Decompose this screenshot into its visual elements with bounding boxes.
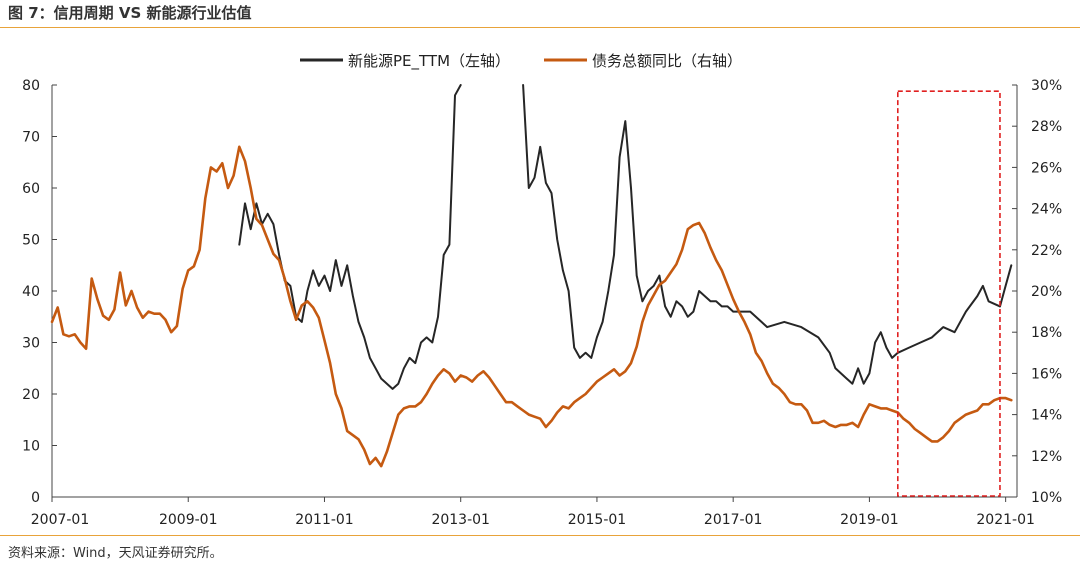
left-axis-tick-label: 50 (22, 233, 40, 249)
highlight-box (896, 90, 1001, 497)
right-axis-tick-label: 14% (1031, 408, 1062, 424)
x-axis-tick-label: 2021-01 (976, 512, 1035, 528)
right-axis-tick-label: 20% (1031, 284, 1062, 300)
series-line-pe-ttm-1 (522, 84, 1013, 385)
left-axis-tick-label: 10 (22, 439, 40, 455)
series-line-pe-ttm-0 (238, 84, 462, 390)
legend-label-debt: 债务总额同比（右轴） (592, 52, 742, 70)
right-axis-tick-label: 24% (1031, 202, 1062, 218)
x-axis-tick-label: 2019-01 (840, 512, 899, 528)
left-axis-tick-label: 70 (22, 130, 40, 146)
chart: 新能源PE_TTM（左轴） 债务总额同比（右轴） 0 10 20 30 40 50 60 70… (22, 52, 1062, 528)
left-axis-tick-label: 0 (31, 490, 40, 506)
left-axis-tick-label: 20 (22, 387, 40, 403)
x-axis-tick-label: 2007-01 (31, 512, 90, 528)
right-axis-tick-label: 28% (1031, 119, 1062, 135)
plot-area (50, 84, 1013, 497)
right-axis-tick-label: 12% (1031, 449, 1062, 465)
right-axis-tick-label: 26% (1031, 160, 1062, 176)
right-axis-tick-label: 30% (1031, 78, 1062, 94)
x-axis-tick-label: 2011-01 (295, 512, 354, 528)
right-axis-tick-label: 10% (1031, 490, 1062, 506)
legend-label-pe: 新能源PE_TTM（左轴） (348, 52, 510, 71)
left-axis-tick-label: 80 (22, 78, 40, 94)
header-rule (0, 27, 1080, 28)
x-axis-tick-label: 2017-01 (704, 512, 763, 528)
source-note: 资料来源：Wind，天风证券研究所。 (8, 546, 223, 561)
left-axis-tick-label: 40 (22, 284, 40, 300)
figure-title: 图 7：信用周期 VS 新能源行业估值 (8, 4, 252, 22)
left-axis-tick-label: 60 (22, 181, 40, 197)
footer-rule (0, 535, 1080, 536)
series-line-debt-growth (50, 145, 1013, 468)
right-axis-tick-label: 22% (1031, 243, 1062, 259)
right-axis-tick-label: 18% (1031, 325, 1062, 341)
x-axis-tick-label: 2013-01 (431, 512, 490, 528)
left-axis-tick-label: 30 (22, 336, 40, 352)
axes: 0 10 20 30 40 50 60 70 80 10% 12% 14% 16% 18% 20% 22% 24… (22, 78, 1062, 528)
x-axis-tick-label: 2015-01 (568, 512, 627, 528)
chart-legend: 新能源PE_TTM（左轴） 债务总额同比（右轴） (300, 52, 742, 71)
x-axis-tick-label: 2009-01 (159, 512, 218, 528)
right-axis-tick-label: 16% (1031, 366, 1062, 382)
